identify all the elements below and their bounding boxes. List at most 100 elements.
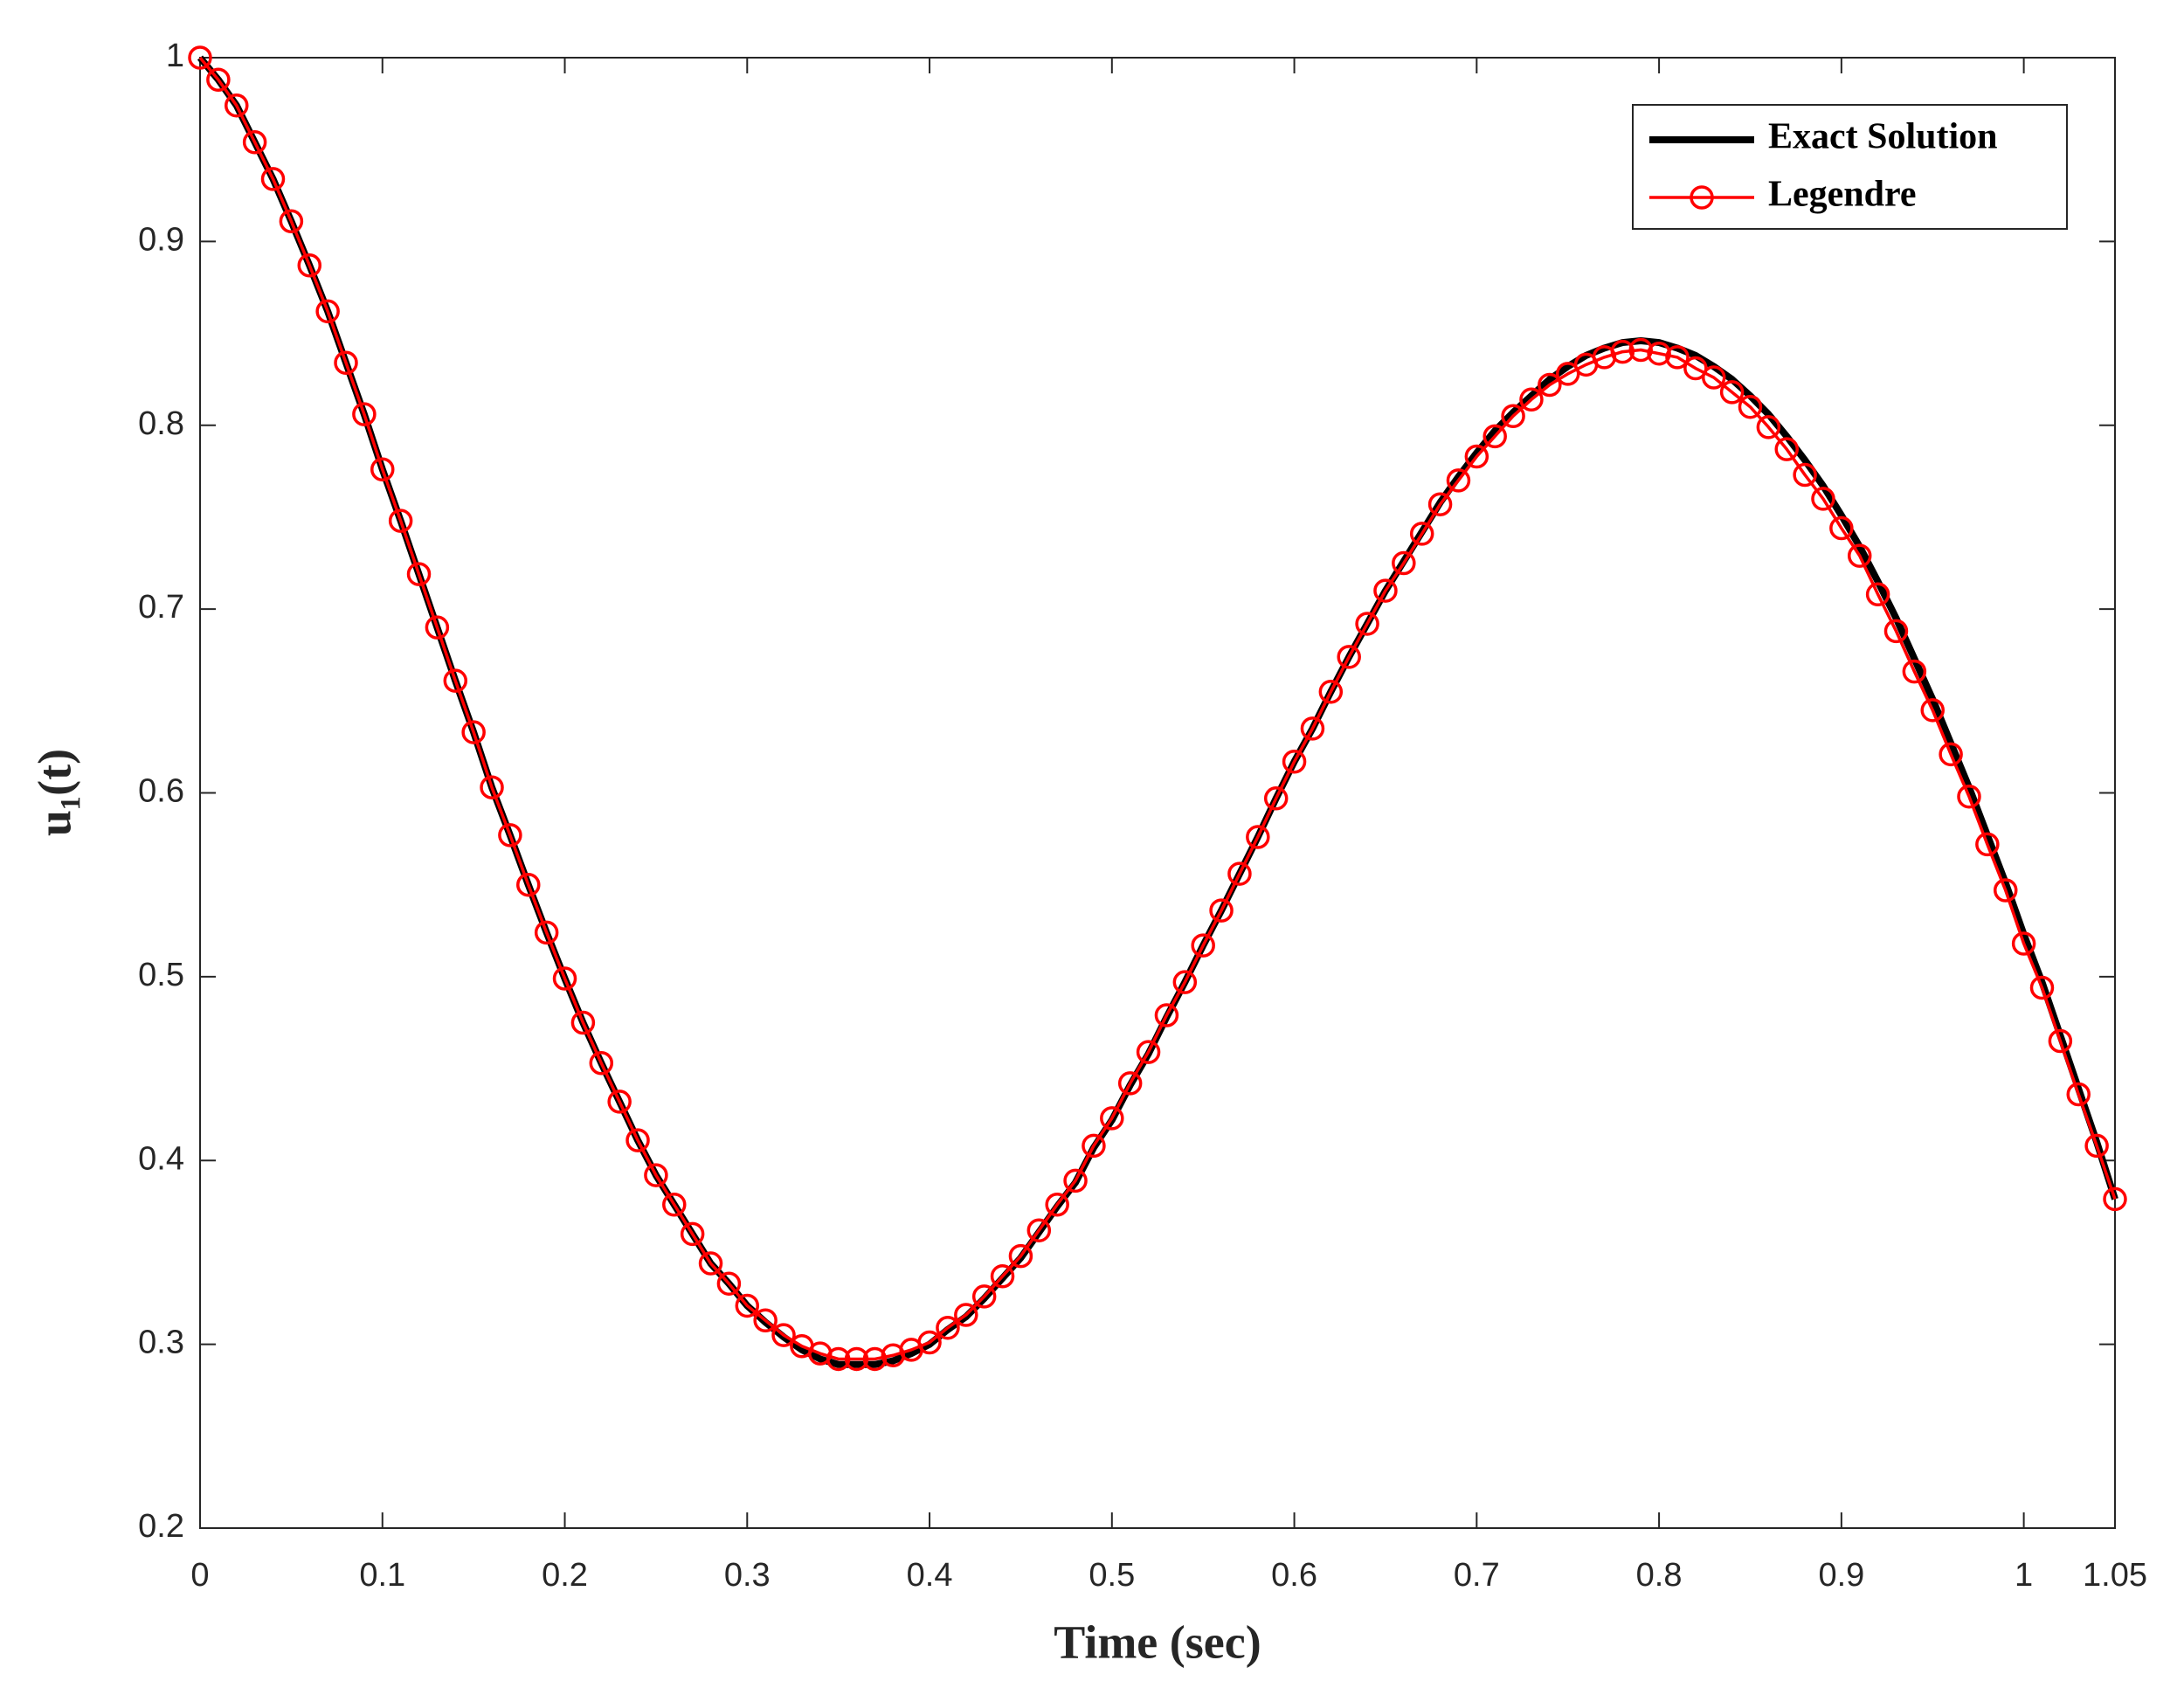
point-marker	[1538, 372, 1562, 398]
point-marker	[625, 1128, 650, 1152]
point-marker	[388, 508, 413, 533]
point-marker	[1154, 1003, 1179, 1027]
y-tick-label: 0.8	[138, 405, 184, 442]
x-tick-label: 0.9	[1818, 1557, 1864, 1594]
point-marker	[971, 1284, 997, 1309]
point-marker	[1172, 970, 1198, 994]
x-tick-label: 0.3	[724, 1557, 771, 1594]
point-marker	[1811, 487, 1835, 511]
point-marker	[716, 1271, 742, 1296]
point-marker	[1482, 424, 1507, 449]
point-marker	[552, 966, 577, 991]
point-marker	[1701, 365, 1726, 390]
point-marker	[844, 1346, 869, 1372]
legend-label: Legendre	[1768, 175, 1917, 215]
point-marker	[1847, 543, 1872, 568]
y-tick-label: 0.2	[138, 1508, 184, 1545]
x-tick-label: 1	[2015, 1557, 2033, 1594]
point-marker	[698, 1251, 723, 1276]
point-marker	[1793, 462, 1817, 488]
point-marker	[1719, 380, 1745, 405]
x-tick-label: 0	[190, 1557, 209, 1594]
point-marker	[1464, 444, 1489, 469]
point-marker	[589, 1051, 614, 1076]
x-tick-label: 1.05	[2083, 1557, 2147, 1594]
point-marker	[1902, 659, 1927, 684]
point-marker	[461, 720, 486, 744]
point-marker	[1829, 515, 1854, 541]
point-marker	[206, 67, 231, 92]
y-tick-label: 0.3	[138, 1325, 184, 1361]
point-marker	[1392, 550, 1416, 576]
point-marker	[644, 1163, 668, 1187]
point-marker	[1883, 619, 1909, 644]
y-tick-label: 0.5	[138, 957, 184, 993]
point-marker	[954, 1303, 978, 1327]
point-marker	[1939, 742, 1963, 767]
point-marker	[735, 1293, 760, 1318]
x-tick-label: 0.8	[1636, 1557, 1683, 1594]
point-marker	[2011, 931, 2036, 956]
point-marker	[1501, 404, 1525, 428]
point-marker	[1647, 341, 1671, 366]
point-marker	[279, 209, 304, 233]
point-marker	[1355, 612, 1379, 636]
point-marker	[498, 823, 522, 847]
point-marker	[1026, 1218, 1052, 1242]
y-tick-label: 0.7	[138, 589, 184, 626]
y-tick-label: 0.6	[138, 773, 184, 810]
point-marker	[1993, 878, 2018, 903]
point-marker	[662, 1192, 687, 1217]
point-marker	[936, 1315, 960, 1340]
point-marker	[1957, 784, 1981, 809]
point-marker	[352, 402, 377, 426]
point-marker	[1865, 582, 1890, 607]
point-marker	[516, 872, 541, 897]
x-tick-label: 0.1	[359, 1557, 405, 1594]
point-marker	[242, 130, 267, 155]
point-marker	[990, 1264, 1015, 1289]
point-marker	[917, 1330, 942, 1355]
point-marker	[1246, 825, 1270, 849]
point-marker	[1427, 492, 1453, 516]
point-marker	[1318, 680, 1344, 704]
point-marker	[1227, 861, 1252, 886]
point-marker	[1756, 415, 1781, 439]
x-tick-label: 0.6	[1271, 1557, 1317, 1594]
point-marker	[826, 1346, 851, 1372]
y-tick-label: 1	[166, 38, 184, 74]
x-tick-label: 0.5	[1089, 1557, 1135, 1594]
point-marker	[1665, 345, 1690, 370]
point-marker	[1337, 645, 1361, 669]
point-marker	[2048, 1028, 2073, 1054]
point-marker	[1628, 337, 1653, 363]
point-marker	[334, 350, 358, 375]
x-tick-label: 0.2	[542, 1557, 588, 1594]
point-marker	[370, 457, 395, 481]
point-marker	[2103, 1186, 2127, 1212]
point-marker	[534, 920, 559, 945]
point-marker	[1282, 749, 1307, 774]
point-marker	[771, 1323, 796, 1347]
point-marker	[1136, 1040, 1161, 1064]
y-tick-label: 0.4	[138, 1140, 184, 1177]
point-marker	[406, 562, 432, 586]
point-marker	[2066, 1082, 2091, 1107]
point-marker	[260, 167, 286, 191]
x-axis-label: Time (sec)	[1054, 1615, 1261, 1668]
point-marker	[480, 775, 504, 799]
point-marker	[443, 668, 468, 693]
point-marker	[1555, 362, 1580, 386]
point-marker	[1008, 1243, 1033, 1269]
legend-marker	[1690, 185, 1714, 210]
point-marker	[1975, 832, 2000, 857]
point-marker	[297, 253, 322, 278]
y-axis-label: u₁(t)	[28, 749, 80, 836]
point-marker	[1610, 339, 1635, 364]
point-marker	[2084, 1133, 2109, 1159]
point-marker	[1082, 1133, 1106, 1159]
point-marker	[753, 1308, 778, 1333]
y-tick-label: 0.9	[138, 221, 184, 258]
point-marker	[680, 1221, 705, 1247]
